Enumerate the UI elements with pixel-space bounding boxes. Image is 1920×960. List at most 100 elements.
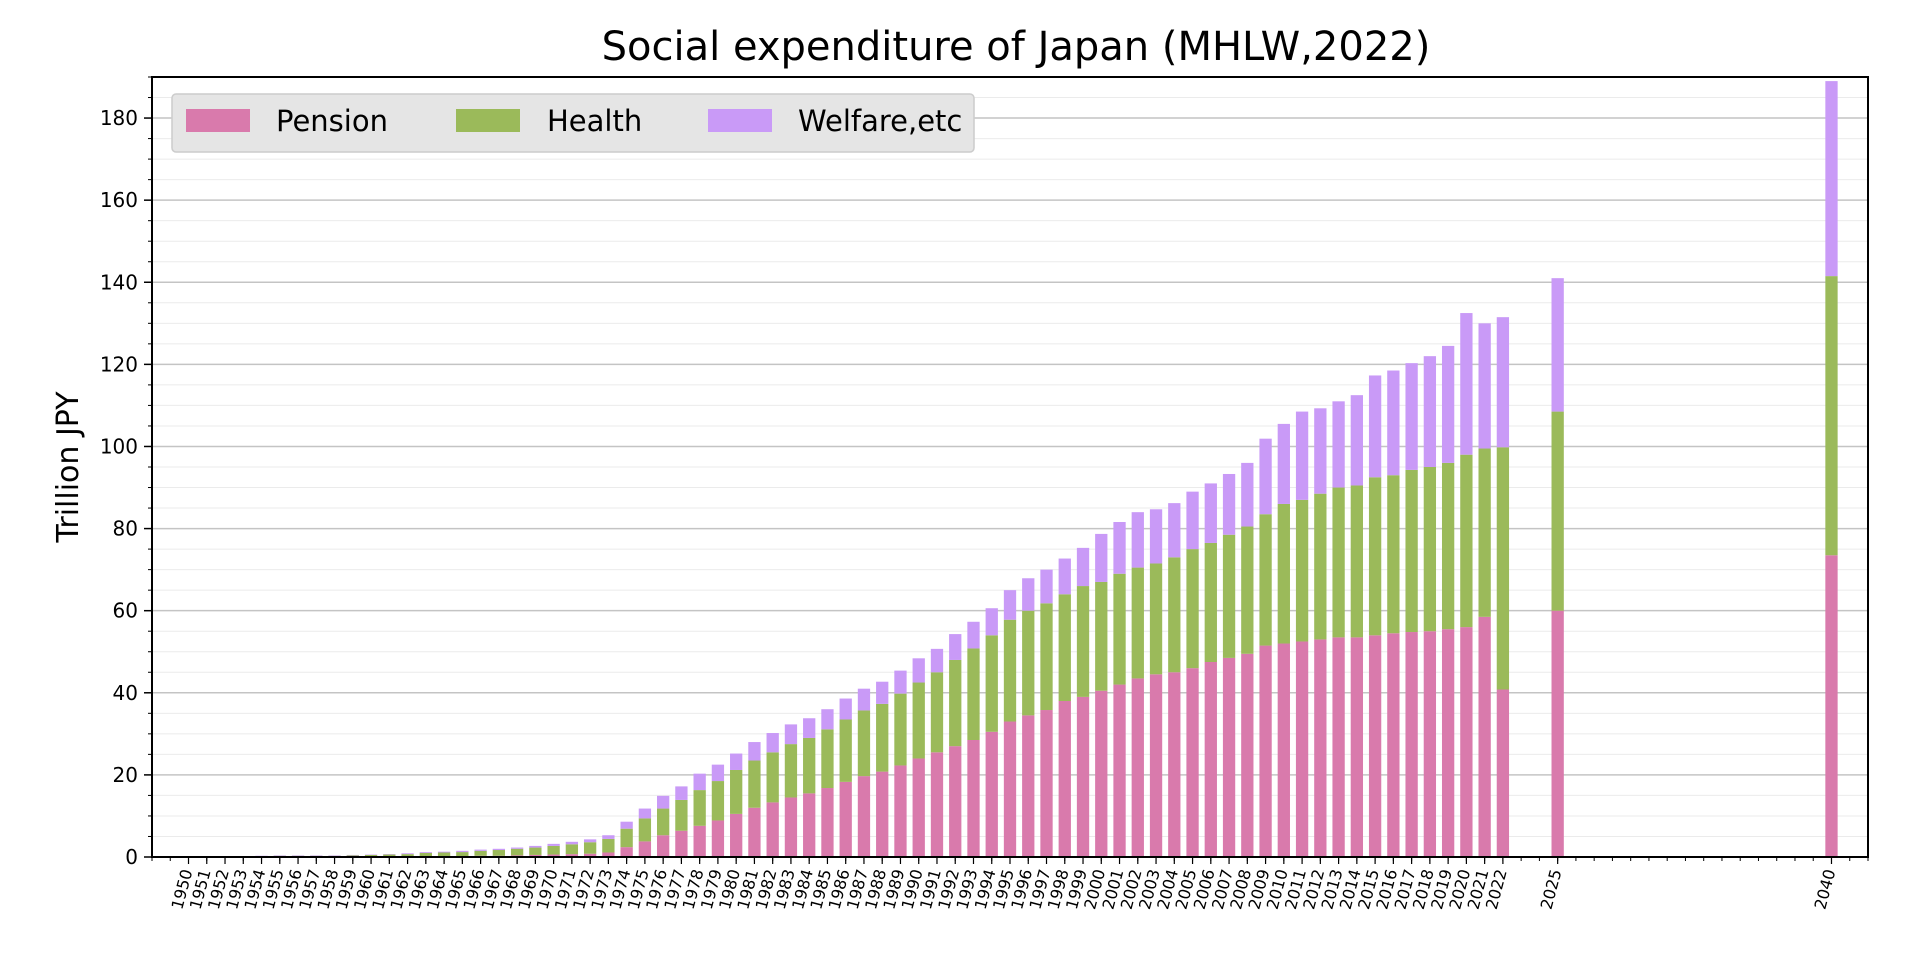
bar-health-1993 <box>967 648 980 740</box>
bar-pension-2012 <box>1314 639 1327 857</box>
bar-health-1997 <box>1040 603 1053 711</box>
bar-health-1959 <box>346 855 359 857</box>
bar-health-2007 <box>1222 534 1236 658</box>
bar-health-2017 <box>1405 469 1418 633</box>
bar-health-2002 <box>1131 567 1144 679</box>
bar-pension-2003 <box>1149 674 1163 857</box>
bar-welfare-etc-2004 <box>1168 503 1181 558</box>
x-tick-label: 2025 <box>1537 867 1566 911</box>
bar-pension-2016 <box>1387 633 1400 857</box>
bar-pension-1981 <box>748 807 761 857</box>
bar-welfare-etc-1986 <box>839 698 852 720</box>
bar-pension-2018 <box>1423 631 1437 857</box>
legend-swatch <box>186 109 250 132</box>
bar-health-1970 <box>547 845 560 855</box>
bar-welfare-etc-1992 <box>949 634 962 660</box>
bar-pension-1972 <box>583 853 597 857</box>
bar-welfare-etc-1999 <box>1076 547 1090 587</box>
bar-pension-1999 <box>1076 696 1090 857</box>
bar-pension-1979 <box>711 820 725 857</box>
bar-health-2040 <box>1825 276 1838 556</box>
bar-health-1992 <box>949 659 962 747</box>
y-tick-label: 180 <box>100 106 138 130</box>
bar-welfare-etc-2006 <box>1204 483 1217 543</box>
bar-health-2015 <box>1368 477 1382 636</box>
bar-welfare-etc-2019 <box>1441 345 1455 463</box>
bar-welfare-etc-1962 <box>401 853 414 855</box>
bar-pension-2010 <box>1277 643 1290 857</box>
bar-welfare-etc-1977 <box>675 786 688 800</box>
bar-pension-2005 <box>1186 668 1199 857</box>
bar-welfare-etc-1987 <box>857 688 871 711</box>
bar-health-1984 <box>803 737 816 794</box>
bar-welfare-etc-1964 <box>437 851 451 853</box>
bar-welfare-etc-2009 <box>1259 438 1272 515</box>
bar-pension-1976 <box>656 835 670 857</box>
bar-welfare-etc-2018 <box>1423 356 1437 467</box>
bar-pension-1973 <box>602 852 615 857</box>
bar-health-1973 <box>602 838 615 853</box>
bar-welfare-etc-1972 <box>583 839 597 843</box>
y-tick-label: 160 <box>100 188 138 212</box>
bar-pension-1997 <box>1040 710 1053 857</box>
bar-health-1971 <box>565 844 579 855</box>
bar-pension-1978 <box>693 825 706 857</box>
bar-welfare-etc-2003 <box>1149 509 1163 564</box>
bar-welfare-etc-1988 <box>876 681 889 704</box>
bar-welfare-etc-1973 <box>602 835 615 839</box>
bar-health-2003 <box>1149 563 1163 675</box>
bar-pension-1985 <box>821 788 834 857</box>
bar-welfare-etc-2007 <box>1222 473 1236 535</box>
bar-health-1961 <box>383 854 396 857</box>
bar-pension-1983 <box>784 797 798 857</box>
y-tick-label: 0 <box>125 845 138 869</box>
bar-health-1994 <box>985 635 998 732</box>
bar-health-1967 <box>492 850 506 856</box>
legend-box <box>171 93 975 153</box>
bar-health-1975 <box>638 818 652 842</box>
bar-health-2016 <box>1387 475 1400 634</box>
bar-health-1977 <box>675 799 688 831</box>
bar-health-1974 <box>620 828 633 848</box>
bar-welfare-etc-2000 <box>1095 533 1108 582</box>
bar-health-2005 <box>1186 549 1199 669</box>
bar-welfare-etc-1967 <box>492 848 506 851</box>
bar-pension-2019 <box>1441 629 1455 857</box>
bar-welfare-etc-2025 <box>1551 278 1564 412</box>
bar-health-1980 <box>730 769 743 814</box>
bar-pension-2008 <box>1241 653 1254 857</box>
bar-welfare-etc-2002 <box>1131 512 1144 568</box>
bar-health-2012 <box>1314 493 1327 640</box>
bar-health-1988 <box>876 703 889 772</box>
bar-welfare-etc-2022 <box>1496 317 1510 448</box>
y-tick-label: 100 <box>100 434 138 458</box>
bar-health-1962 <box>401 854 414 857</box>
bar-welfare-etc-1985 <box>821 709 834 730</box>
bar-pension-1995 <box>1003 721 1017 857</box>
y-tick-label: 40 <box>113 681 138 705</box>
bar-health-1972 <box>583 842 597 854</box>
bar-pension-1988 <box>876 771 889 857</box>
bar-health-2008 <box>1241 526 1254 654</box>
bar-pension-1971 <box>565 854 579 857</box>
bar-pension-2017 <box>1405 632 1418 857</box>
bar-health-1987 <box>857 710 871 777</box>
bar-pension-2002 <box>1131 678 1144 857</box>
bar-health-1978 <box>693 790 706 826</box>
bar-health-1989 <box>894 693 907 766</box>
bar-welfare-etc-1984 <box>803 718 816 738</box>
bar-health-2006 <box>1204 542 1217 662</box>
x-tick-label: 2040 <box>1810 867 1839 911</box>
legend-label: Welfare,etc <box>798 104 962 138</box>
bar-pension-2007 <box>1222 657 1236 857</box>
bar-pension-2014 <box>1350 637 1364 857</box>
bar-pension-1994 <box>985 731 998 857</box>
bar-welfare-etc-2040 <box>1825 81 1838 277</box>
bar-welfare-etc-2005 <box>1186 491 1199 550</box>
bar-pension-1986 <box>839 781 852 857</box>
bar-welfare-etc-2011 <box>1295 411 1309 500</box>
bar-pension-1992 <box>949 746 962 857</box>
y-tick-label: 120 <box>100 352 138 376</box>
bar-welfare-etc-1980 <box>730 753 743 770</box>
y-tick-label: 80 <box>113 517 138 541</box>
